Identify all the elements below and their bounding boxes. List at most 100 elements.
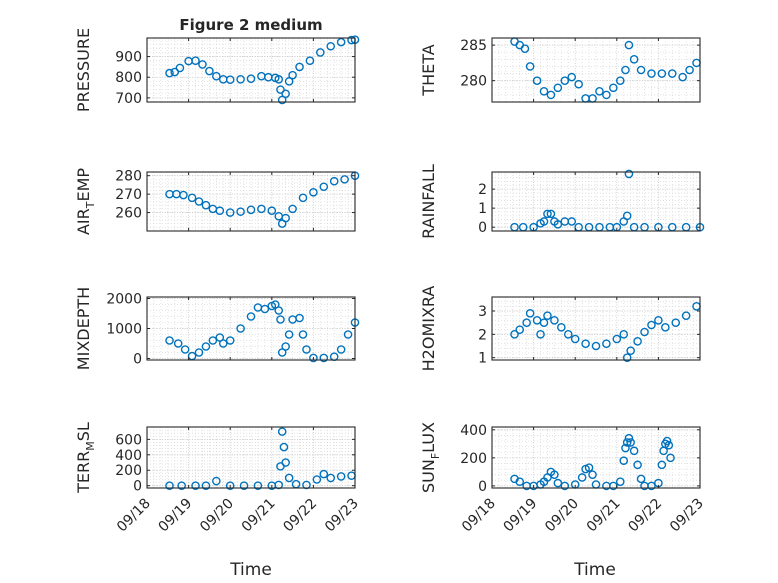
- data-point: [624, 169, 634, 179]
- data-point: [284, 330, 294, 339]
- data-point: [257, 204, 266, 214]
- y-tick-label: 0: [133, 479, 142, 495]
- y-tick-label: 400: [115, 448, 142, 464]
- data-point: [678, 72, 687, 82]
- data-point: [525, 309, 535, 318]
- data-point: [622, 353, 632, 362]
- axes-box: [491, 37, 701, 103]
- data-point: [553, 220, 563, 229]
- data-point: [666, 453, 675, 463]
- data-point: [175, 63, 185, 73]
- y-tick-label: 260: [115, 206, 142, 222]
- data-point: [636, 65, 646, 75]
- data-point: [225, 208, 235, 217]
- tick-marks: [146, 172, 356, 231]
- minor-grid: [492, 172, 700, 232]
- data-point: [515, 477, 525, 486]
- data-point: [288, 70, 297, 80]
- data-point: [284, 77, 294, 86]
- data-point: [532, 76, 542, 85]
- data-point: [236, 324, 245, 333]
- data-point: [560, 481, 570, 491]
- data-point: [657, 460, 667, 470]
- data-point: [657, 69, 667, 78]
- data-point: [246, 205, 256, 215]
- subplot-pressure: 700 800 900 PRESSURE: [74, 28, 360, 112]
- series-air-temp: [165, 171, 360, 228]
- data-point: [326, 473, 336, 483]
- y-tick-label: 900: [115, 50, 142, 66]
- data-point: [624, 40, 634, 50]
- axes-box: [146, 171, 356, 232]
- data-point: [165, 336, 174, 345]
- y-tick-label: 2: [478, 182, 487, 198]
- y-axis-label: TERRMSL: [74, 422, 97, 494]
- data-point: [281, 213, 290, 223]
- data-point: [319, 182, 329, 192]
- data-point: [201, 481, 211, 490]
- data-point: [577, 473, 587, 482]
- x-tick-label: 09/21: [239, 496, 279, 536]
- tick-marks: [146, 427, 356, 488]
- data-point: [588, 470, 597, 479]
- data-point: [274, 74, 284, 84]
- data-point: [277, 95, 287, 105]
- data-point: [298, 330, 308, 339]
- data-point: [602, 339, 611, 348]
- axes-box: [491, 171, 701, 232]
- data-point: [671, 318, 681, 327]
- data-point: [201, 200, 211, 210]
- data-point: [560, 76, 570, 85]
- data-point: [557, 323, 566, 332]
- chart-title: Figure 2 medium: [179, 16, 322, 34]
- data-point: [239, 481, 249, 490]
- data-point: [615, 76, 625, 85]
- data-point: [298, 193, 308, 203]
- data-point: [622, 211, 632, 221]
- data-point: [539, 318, 549, 327]
- data-point: [595, 87, 604, 96]
- data-point: [312, 475, 322, 484]
- data-point: [510, 330, 519, 339]
- data-point: [302, 345, 311, 354]
- data-point: [553, 83, 563, 93]
- data-point: [629, 55, 639, 64]
- data-point: [553, 478, 563, 488]
- tick-marks: [146, 38, 356, 102]
- data-point: [647, 481, 656, 491]
- y-axis-label: AIRTEMP: [74, 168, 97, 235]
- series-terr-msl: [165, 427, 356, 490]
- subplot-rainfall: 0 1 2 RAINFALL: [419, 164, 705, 239]
- data-point: [194, 197, 204, 206]
- tick-marks: [491, 38, 701, 102]
- data-point: [539, 87, 549, 96]
- subplot-mixdepth: 0 1000 2000 MIXDEPTH: [74, 287, 360, 370]
- subplot-theta: 280 285 THETA: [419, 37, 701, 103]
- data-point: [667, 69, 677, 78]
- data-point: [165, 481, 174, 490]
- data-point: [329, 176, 339, 186]
- x-tick-label: 09/18: [459, 496, 499, 536]
- data-point: [201, 342, 211, 351]
- data-point: [194, 348, 204, 357]
- data-point: [281, 458, 290, 467]
- data-point: [191, 481, 200, 490]
- y-tick-label: 700: [115, 91, 142, 107]
- minor-grid: [147, 427, 355, 488]
- data-point: [636, 474, 646, 484]
- subplot-grid: 700 800 900 PRESSURE 280 285 THETA 260 270 280 AIR…: [74, 28, 707, 535]
- data-point: [191, 56, 200, 66]
- x-tick-label: 09/18: [114, 496, 154, 536]
- data-point: [574, 79, 583, 89]
- data-point: [180, 345, 190, 354]
- y-axis-label: THETA: [419, 44, 438, 96]
- data-point: [612, 334, 622, 344]
- data-point: [215, 206, 225, 216]
- data-point: [212, 476, 221, 486]
- x-tick-label: 09/23: [322, 496, 362, 536]
- axes-box: [146, 37, 356, 103]
- data-point: [276, 85, 285, 94]
- data-point: [515, 325, 525, 334]
- data-point: [212, 71, 221, 81]
- y-tick-label: 600: [115, 432, 142, 448]
